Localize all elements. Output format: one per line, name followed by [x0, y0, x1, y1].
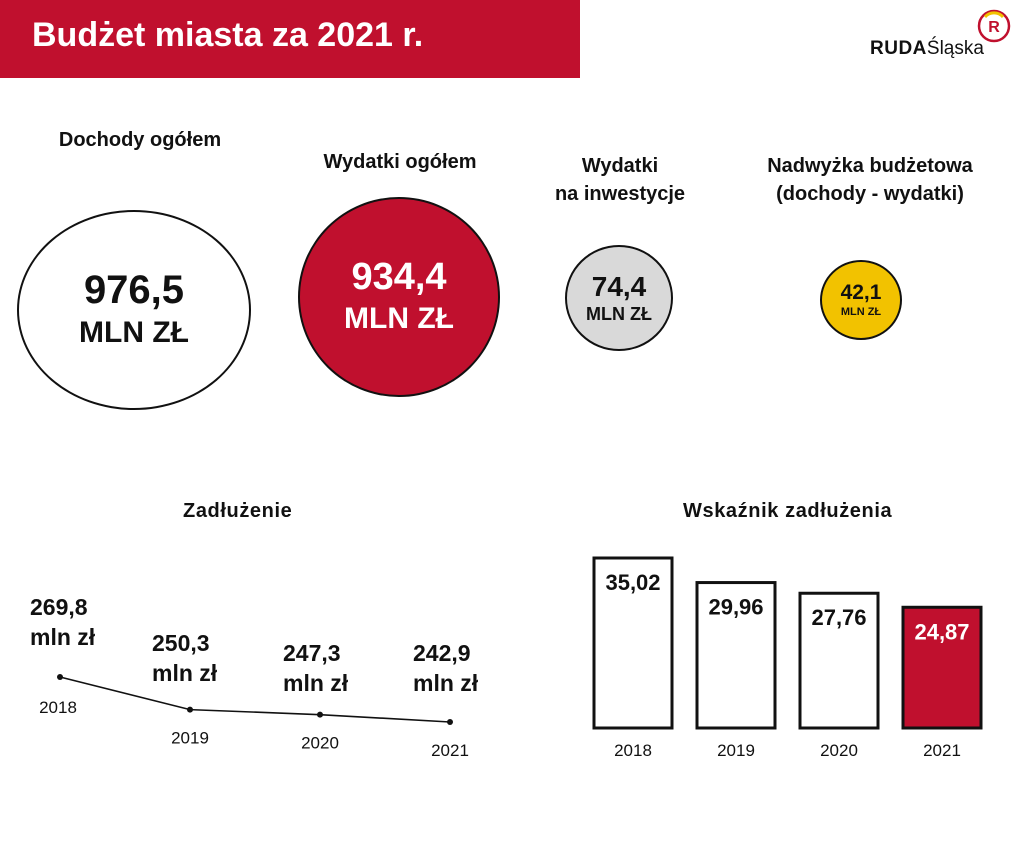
debt-value-label-2021: 242,9	[413, 640, 471, 666]
debt-unit-label-2021: mln zł	[413, 670, 479, 696]
debt-line	[59, 676, 451, 723]
debt-ratio-bar-2019	[695, 581, 777, 730]
kpi-investments-value: 74,4	[591, 271, 647, 302]
kpi-surplus-value: 42,1	[840, 281, 882, 304]
kpi-investments-circle: 74,4 MLN ZŁ	[565, 245, 673, 351]
logo-text-bold: RUDA	[870, 38, 927, 59]
debt-ratio-bar-2018	[592, 556, 674, 730]
kpi-income-circle: 976,5 MLN ZŁ	[17, 210, 251, 410]
logo-text-light: Śląska	[926, 38, 984, 59]
debt-ratio-x-label-2019: 2019	[717, 741, 755, 760]
debt-point-2018	[57, 674, 63, 680]
kpi-income-unit: MLN ZŁ	[79, 316, 189, 349]
debt-x-label-2021: 2021	[431, 741, 469, 760]
debt-ratio-value-2021: 24,87	[914, 619, 969, 644]
city-logo: RUDAŚląska R	[870, 8, 1020, 64]
debt-unit-label-2020: mln zł	[283, 670, 349, 696]
kpi-expenses-value: 934,4	[351, 256, 447, 298]
debt-line-chart: 2018 269,8 mln zł 2019 250,3 mln zł 2020 247,3 m…	[30, 594, 479, 760]
debt-value-label-2018: 269,8	[30, 594, 88, 620]
debt-point-2021	[447, 719, 453, 725]
kpi-surplus-label: Nadwyżka budżetowa (dochody - wydatki)	[767, 155, 973, 205]
debt-ratio-bar-chart: 35,02 2018 29,96 2019 27,76 2020 24,87 2021	[592, 556, 983, 760]
debt-ratio-x-label-2020: 2020	[820, 741, 858, 760]
debt-unit-label-2018: mln zł	[30, 624, 96, 650]
debt-x-label-2020: 2020	[301, 734, 339, 753]
debt-ratio-value-2020: 27,76	[811, 605, 866, 630]
debt-ratio-bar-2021	[901, 605, 983, 730]
kpi-income-value: 976,5	[83, 268, 185, 312]
kpi-investments-label: Wydatki na inwestycje	[554, 155, 686, 205]
logo-mark-letter: R	[988, 19, 1000, 36]
kpi-expenses-unit: MLN ZŁ	[344, 302, 454, 335]
debt-x-label-2018: 2018	[39, 698, 77, 717]
header-banner: Budżet miasta za 2021 r.	[0, 0, 580, 78]
kpi-expenses-label: Wydatki ogółem	[323, 151, 477, 173]
page-title: Budżet miasta za 2021 r.	[32, 16, 424, 54]
debt-value-label-2020: 247,3	[283, 640, 341, 666]
logo-text: RUDAŚląska	[870, 38, 984, 60]
debt-ratio-chart-title: Wskaźnik zadłużenia	[683, 500, 893, 522]
debt-ratio-value-2018: 35,02	[605, 570, 660, 595]
ruda-emblem-icon: R	[977, 9, 1011, 43]
kpi-expenses-circle: 934,4 MLN ZŁ	[298, 197, 500, 397]
kpi-investments-unit: MLN ZŁ	[586, 304, 652, 324]
debt-ratio-x-label-2021: 2021	[923, 741, 961, 760]
debt-chart-title: Zadłużenie	[183, 500, 293, 522]
kpi-surplus-unit: MLN ZŁ	[840, 306, 882, 318]
debt-ratio-x-label-2018: 2018	[614, 741, 652, 760]
debt-value-label-2019: 250,3	[152, 630, 210, 656]
debt-point-2019	[187, 706, 193, 713]
kpi-income-label: Dochody ogółem	[58, 129, 222, 151]
kpi-surplus-circle: 42,1 MLN ZŁ	[820, 260, 902, 340]
debt-point-2020	[317, 711, 323, 718]
debt-ratio-value-2019: 29,96	[708, 595, 763, 620]
debt-ratio-bar-2020	[798, 591, 880, 730]
debt-unit-label-2019: mln zł	[152, 660, 218, 686]
debt-x-label-2019: 2019	[171, 729, 209, 748]
